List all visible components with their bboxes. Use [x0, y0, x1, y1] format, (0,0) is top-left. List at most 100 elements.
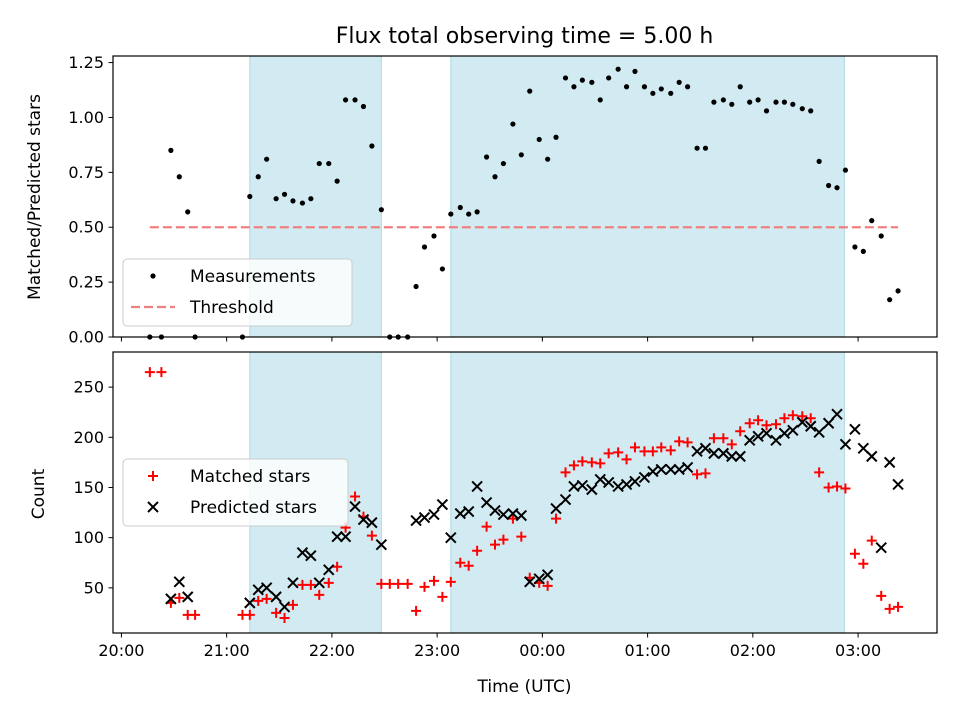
- measurement-point: [747, 99, 753, 105]
- matched-star-point: [744, 418, 755, 429]
- matched-star-point: [516, 531, 527, 542]
- measurement-point: [326, 160, 332, 167]
- predicted-star-point: [182, 591, 194, 603]
- predicted-star-point: [524, 576, 536, 588]
- x-tick-label: 03:00: [835, 641, 881, 660]
- x-tick-label: 22:00: [309, 641, 355, 660]
- predicted-star-point: [252, 584, 264, 596]
- plot-frame: [112, 55, 938, 338]
- predicted-star-point: [278, 601, 291, 613]
- measurement-point: [711, 99, 717, 105]
- matched-star-point: [726, 439, 737, 450]
- measurement-point: [342, 97, 349, 103]
- measurement-point: [589, 79, 595, 85]
- x-tick-label: 21:00: [204, 641, 250, 660]
- measurement-point: [860, 248, 866, 254]
- matched-star-point: [753, 415, 764, 426]
- legend-box: [122, 258, 353, 327]
- matched-star-point: [455, 557, 466, 568]
- matched-star-point: [586, 457, 597, 468]
- predicted-star-point: [866, 450, 878, 463]
- measurement-point: [684, 84, 691, 90]
- predicted-star-point: [418, 511, 431, 524]
- matched-star-point: [577, 456, 588, 467]
- predicted-star-point: [665, 463, 677, 476]
- measurement-point: [826, 182, 832, 189]
- matched-star-point: [656, 442, 667, 453]
- matched-star-point: [428, 575, 439, 586]
- matched-star-point: [551, 513, 562, 524]
- legend-swatch: [148, 471, 158, 481]
- predicted-star-point: [445, 531, 457, 544]
- predicted-star-point: [375, 538, 388, 551]
- measurement-point: [658, 86, 664, 92]
- measurement-point: [694, 145, 700, 151]
- measurement-point: [597, 97, 603, 103]
- measurement-point: [553, 134, 559, 140]
- matched-star-point: [463, 560, 474, 571]
- matched-star-point: [770, 419, 781, 430]
- measurement-point: [729, 101, 735, 107]
- predicted-star-point: [507, 507, 519, 520]
- predicted-star-point: [822, 417, 835, 429]
- matched-star-point: [779, 413, 790, 424]
- predicted-star-point: [541, 569, 554, 581]
- measurement-point: [255, 174, 261, 180]
- predicted-star-point: [489, 504, 501, 517]
- predicted-star-point: [366, 516, 378, 529]
- measurement-point: [527, 88, 533, 94]
- measurement-point: [842, 167, 849, 173]
- matched-star-point: [840, 483, 851, 494]
- predicted-star-point: [849, 423, 861, 435]
- measurement-point: [579, 77, 585, 83]
- matched-star-point: [498, 534, 509, 545]
- matched-star-point: [858, 558, 869, 569]
- measurement-point: [378, 207, 384, 213]
- matched-star-point: [735, 426, 746, 437]
- predicted-star-point: [165, 593, 177, 605]
- matched-star-point: [884, 603, 895, 614]
- matched-star-point: [718, 433, 729, 444]
- measurement-point: [545, 156, 551, 162]
- measurement-point: [369, 143, 375, 149]
- matched-star-point: [279, 612, 290, 623]
- matched-star-point: [893, 601, 904, 612]
- measurement-point: [492, 174, 498, 180]
- predicted-star-point: [831, 408, 843, 420]
- matched-star-point: [350, 491, 361, 502]
- measurement-point: [466, 211, 472, 217]
- measurement-point: [168, 147, 174, 153]
- measurement-point: [887, 297, 893, 303]
- measurement-point: [895, 288, 901, 294]
- predicted-star-point: [883, 456, 896, 469]
- measurement-point: [483, 154, 490, 160]
- measurement-point: [763, 108, 770, 114]
- measurement-point: [510, 121, 516, 127]
- predicted-star-point: [594, 473, 606, 486]
- matched-star-point: [797, 411, 808, 422]
- predicted-star-point: [349, 500, 361, 513]
- measurement-point: [816, 158, 822, 164]
- measurement-point: [668, 90, 674, 96]
- measurement-point: [878, 233, 884, 239]
- legend-label: Threshold: [189, 298, 274, 318]
- predicted-star-point: [515, 509, 528, 522]
- measurement-point: [281, 191, 288, 197]
- matched-star-point: [595, 458, 606, 469]
- matched-star-point: [305, 579, 316, 590]
- predicted-star-point: [796, 416, 809, 428]
- predicted-star-point: [647, 465, 659, 478]
- matched-star-point: [472, 545, 483, 556]
- measurement-point: [360, 103, 367, 110]
- measurement-point: [536, 136, 542, 143]
- x-tick-label: 02:00: [730, 641, 776, 660]
- predicted-star-point: [296, 547, 309, 559]
- matched-star-point: [621, 454, 632, 465]
- measurement-point: [185, 209, 191, 215]
- predicted-star-point: [787, 424, 799, 436]
- predicted-star-point: [708, 447, 720, 460]
- x-tick-label: 00:00: [519, 641, 565, 660]
- predicted-star-point: [454, 507, 466, 520]
- measurement-point: [264, 156, 270, 162]
